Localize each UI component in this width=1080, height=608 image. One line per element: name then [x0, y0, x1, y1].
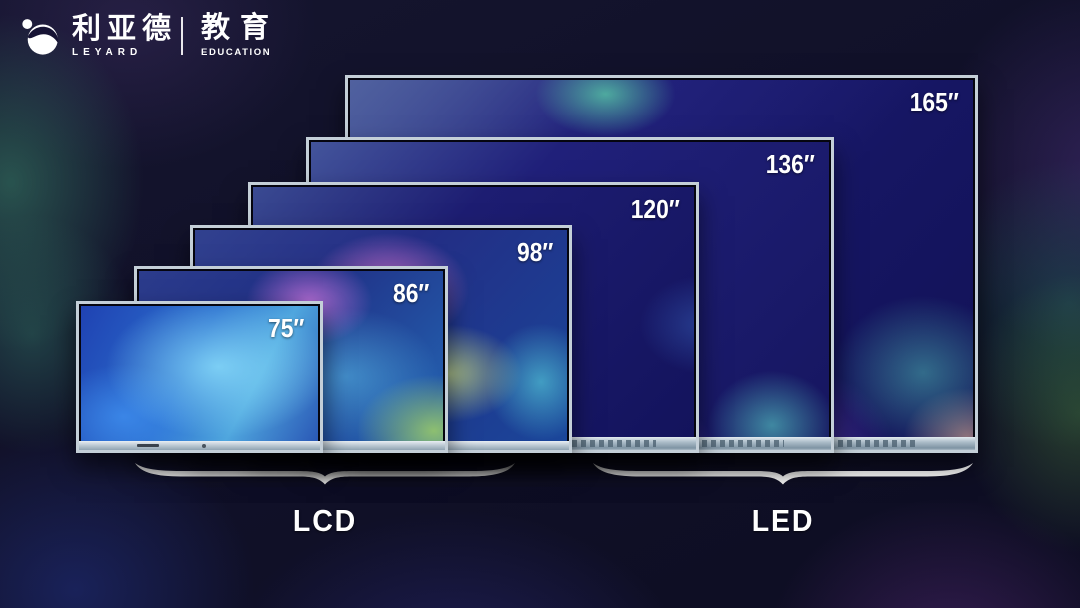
led-brace: [592, 463, 974, 485]
screen-86-size-label: 86″: [392, 278, 429, 308]
screen-136-size-label: 136″: [765, 149, 815, 179]
screen-165-size-label: 165″: [909, 87, 959, 117]
screen-75-panel: 75″: [81, 306, 318, 441]
screen-75-bottom-bezel: [79, 441, 320, 450]
screen-75-lcd: 75″: [76, 301, 323, 453]
brand-division-cn: 教育: [201, 12, 280, 44]
screen-75-size-label: 75″: [267, 313, 304, 343]
brand-name-cn: 利亚德: [72, 12, 178, 45]
led-group: LED: [589, 462, 977, 539]
brand-division-block: 教育 EDUCATION: [201, 12, 280, 59]
brand-division-en: EDUCATION: [201, 47, 272, 58]
brand-name-en: LEYARD: [72, 46, 143, 58]
brand-logo: 利亚德 LEYARD 教育 EDUCATION: [18, 13, 279, 59]
brand-name-block: 利亚德 LEYARD: [72, 12, 178, 58]
screen-120-size-label: 120″: [630, 194, 680, 224]
lcd-group-label: LCD: [292, 503, 358, 538]
screen-98-size-label: 98″: [516, 237, 553, 267]
lcd-brace: [134, 463, 516, 485]
logo-divider: [181, 17, 184, 55]
leyard-swirl-icon: [22, 19, 59, 55]
lcd-group: LCD: [131, 462, 519, 539]
led-group-label: LED: [751, 503, 815, 538]
